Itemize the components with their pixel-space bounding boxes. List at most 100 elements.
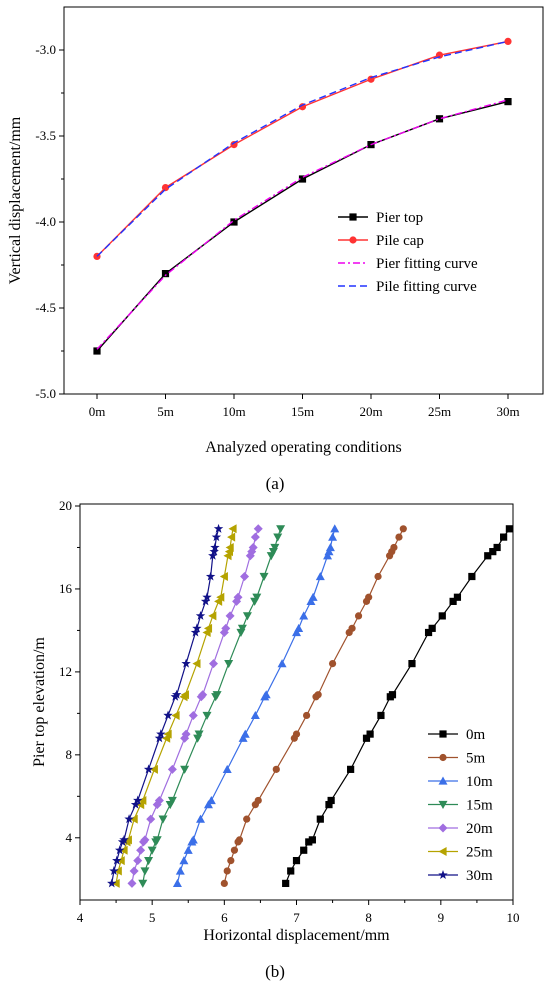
series-line-30m: [111, 528, 220, 884]
data-point-10m: [261, 690, 271, 699]
data-point-0m: [424, 628, 433, 637]
series-line-pile-cap: [96, 40, 509, 257]
y-tick-label: -5.0: [35, 386, 56, 401]
data-point-25m: [171, 710, 180, 720]
x-tick-label: 30m: [496, 404, 519, 419]
legend-label-pier-fitting-curve: Pier fitting curve: [376, 256, 478, 272]
data-point-25m: [228, 524, 237, 534]
series-line-pier-fitting-curve: [96, 99, 509, 350]
data-point-5m: [395, 533, 403, 541]
data-point-10m: [299, 611, 309, 620]
data-point-20m: [140, 835, 150, 845]
data-point-0m: [428, 624, 436, 632]
series-line-25m: [115, 528, 234, 884]
data-point-10m: [306, 596, 316, 605]
legend-marker-20m: [438, 823, 448, 833]
data-point-30m: [133, 795, 143, 805]
x-tick-label: 10: [507, 910, 520, 925]
x-tick-label: 7: [293, 910, 300, 925]
data-point-25m: [113, 866, 122, 876]
data-point-10m: [196, 814, 206, 823]
data-point-25m: [225, 542, 234, 552]
x-tick-label: 0m: [89, 404, 106, 419]
series-line-5m: [223, 528, 404, 884]
data-point-30m: [213, 523, 224, 533]
legend-label-25m: 25m: [466, 845, 493, 861]
data-point-pier-top: [504, 98, 512, 106]
x-tick-label: 20m: [359, 404, 382, 419]
legend-marker-5m: [439, 753, 447, 762]
y-tick-label: 12: [59, 664, 72, 679]
series-line-pile-fitting-curve: [96, 40, 509, 257]
data-point-30m: [210, 542, 220, 552]
y-tick-label: 16: [59, 581, 73, 596]
data-point-10m: [238, 733, 248, 742]
data-point-25m: [129, 814, 138, 824]
data-point-30m: [124, 814, 134, 824]
data-point-5m: [292, 730, 301, 738]
data-point-20m: [240, 572, 250, 582]
data-point-5m: [314, 691, 322, 699]
data-point-10m: [203, 800, 213, 809]
data-point-10m: [222, 764, 232, 773]
y-tick-label: 4: [66, 830, 73, 845]
data-point-15m: [273, 533, 283, 542]
data-point-pile-cap: [504, 37, 512, 46]
legend-label-pile-fitting-curve: Pile fitting curve: [376, 279, 477, 295]
legend-marker-30m: [438, 870, 448, 880]
data-point-10m: [330, 524, 340, 533]
data-point-10m: [325, 542, 335, 552]
legend-marker-pier-top: [349, 213, 357, 221]
data-point-15m: [144, 857, 154, 866]
data-point-5m: [272, 765, 280, 773]
data-point-0m: [282, 879, 290, 888]
y-tick-label: -4.0: [35, 214, 56, 229]
legend-label-30m: 30m: [466, 868, 493, 884]
data-point-25m: [123, 835, 132, 845]
x-tick-label: 9: [438, 910, 445, 925]
legend-marker-25m: [438, 847, 447, 856]
data-point-15m: [152, 836, 162, 845]
legend-label-10m: 10m: [466, 774, 493, 790]
data-point-15m: [167, 796, 177, 805]
x-axis-title: Analyzed operating conditions: [205, 439, 401, 456]
x-tick-label: 5m: [157, 404, 174, 419]
data-point-20m: [209, 659, 219, 669]
y-tick-label: -4.5: [35, 300, 56, 315]
data-point-10m: [188, 835, 198, 844]
legend-marker-0m: [439, 730, 447, 738]
data-point-20m: [253, 524, 263, 534]
data-point-0m: [292, 857, 301, 865]
data-point-20m: [133, 856, 143, 866]
data-point-30m: [192, 623, 202, 633]
x-tick-label: 10m: [222, 404, 245, 419]
data-point-0m: [489, 548, 497, 556]
data-point-25m: [149, 764, 158, 774]
data-point-5m: [223, 867, 231, 875]
data-point-0m: [484, 552, 492, 560]
data-point-25m: [192, 659, 201, 669]
data-point-pier-top: [161, 270, 170, 278]
data-point-15m: [202, 711, 212, 720]
data-point-pier-top: [435, 115, 444, 123]
data-point-5m: [220, 879, 228, 888]
data-point-30m: [163, 710, 173, 720]
data-point-15m: [252, 593, 262, 602]
data-point-15m: [147, 846, 157, 855]
data-point-25m: [219, 572, 228, 582]
data-point-25m: [111, 878, 120, 888]
data-point-15m: [212, 691, 222, 700]
data-point-20m: [250, 532, 260, 542]
data-point-0m: [316, 815, 324, 823]
data-point-15m: [259, 572, 269, 582]
chart-a: 0m 5m 10m 15m 20m 25m 30m -5.0 -4.5 -4.0 -3.5 -3.0 A…: [7, 6, 544, 456]
legend-label-pile-cap: Pile cap: [376, 233, 424, 249]
data-point-25m: [180, 690, 189, 700]
data-point-0m: [287, 867, 295, 875]
data-point-pier-top: [230, 218, 238, 226]
y-tick-label: 8: [66, 747, 73, 762]
data-point-25m: [208, 611, 217, 621]
x-tick-label: 15m: [291, 404, 314, 419]
data-point-25m: [119, 845, 128, 855]
data-point-5m: [235, 836, 244, 844]
